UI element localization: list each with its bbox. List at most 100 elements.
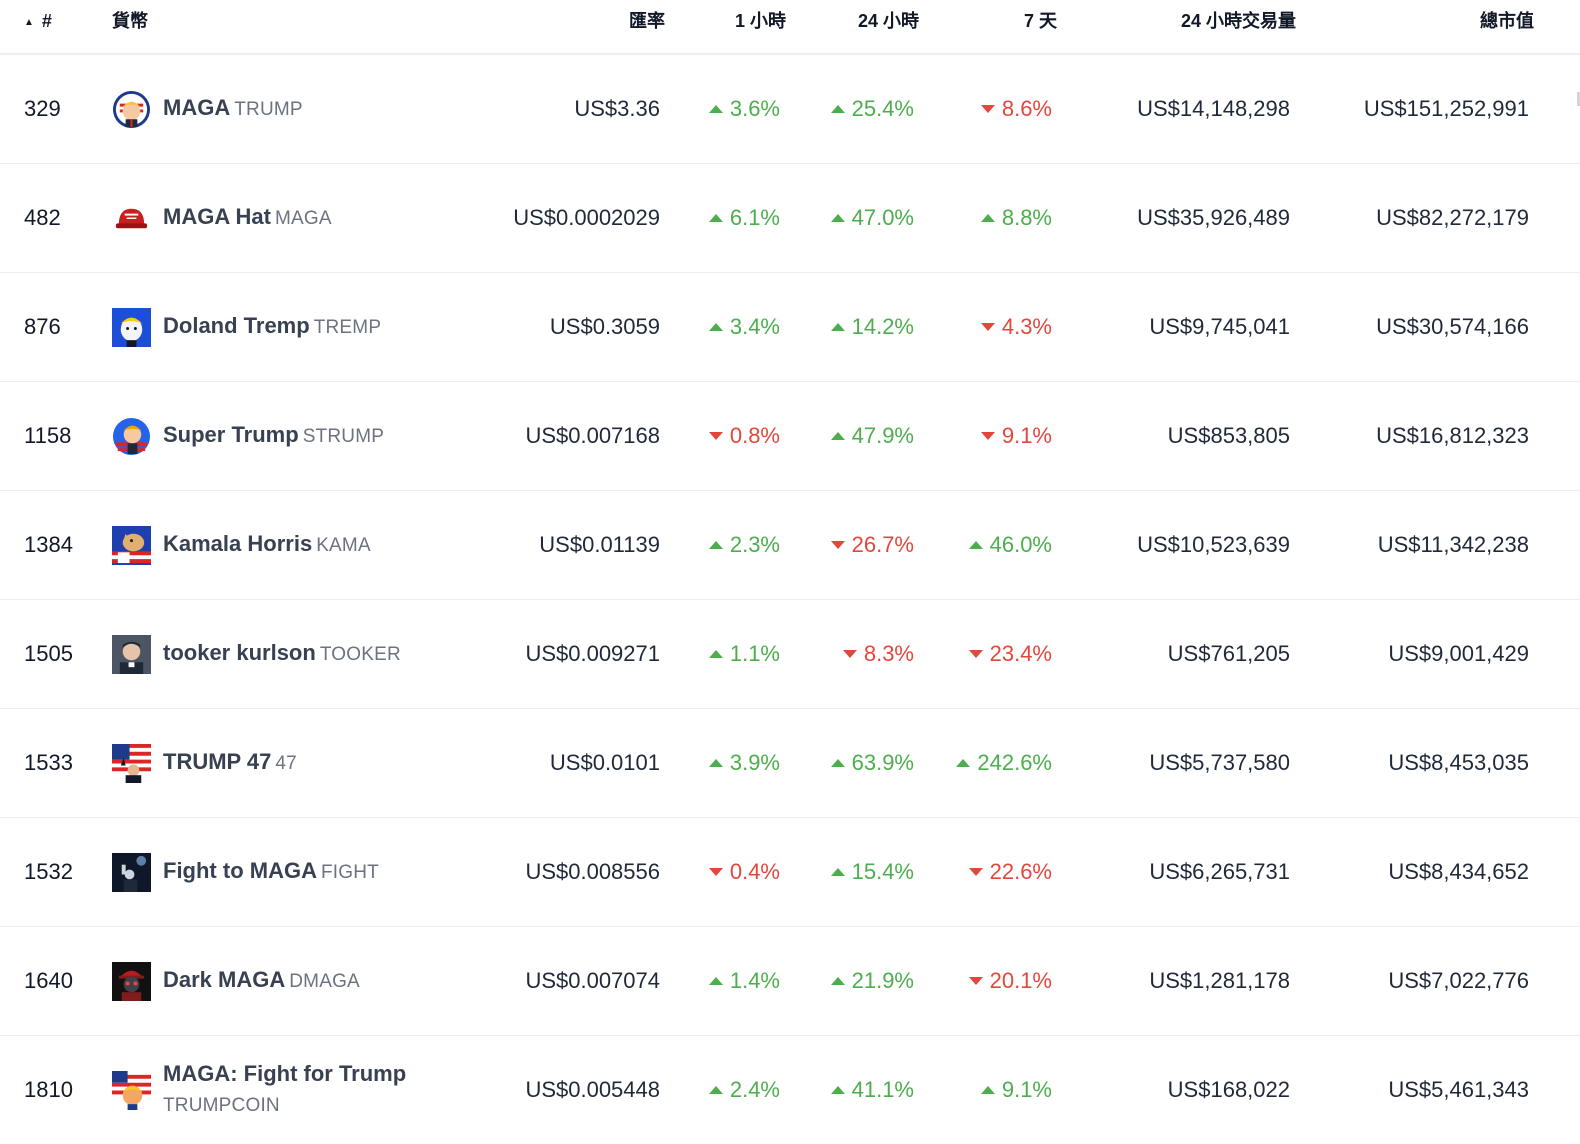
- coin-symbol: TREMP: [313, 317, 382, 338]
- coin-cell[interactable]: TRUMP 47 47: [112, 709, 297, 817]
- coin-name[interactable]: Doland Tremp: [163, 313, 310, 338]
- table-body: 329 MAGA TRUMP US$3.36 3.6% 25.4% 8.6% US…: [0, 55, 1580, 1144]
- coin-title[interactable]: Kamala Horris KAMA: [163, 529, 371, 561]
- coin-logo[interactable]: [112, 90, 151, 129]
- coin-title[interactable]: tooker kurlson TOOKER: [163, 638, 401, 670]
- coin-cell[interactable]: Dark MAGA DMAGA: [112, 927, 360, 1035]
- market-cap: US$7,022,776: [1388, 968, 1529, 993]
- table-row[interactable]: 1533 TRUMP 47 47 US$0.0101 3.9% 63.9% 242…: [0, 709, 1580, 818]
- table-row[interactable]: 1505 tooker kurlson TOOKER US$0.009271 1.…: [0, 600, 1580, 709]
- coin-logo[interactable]: [112, 307, 151, 347]
- table-row[interactable]: 1384 Kamala Horris KAMA US$0.01139 2.3% 2…: [0, 491, 1580, 600]
- coin-symbol: DMAGA: [289, 971, 360, 992]
- change-arrow-icon: [830, 214, 845, 222]
- header-volume[interactable]: 24 小時交易量: [1180, 11, 1296, 31]
- coin-logo[interactable]: [112, 1070, 151, 1110]
- scrollbar-handle[interactable]: [1577, 92, 1580, 106]
- coin-logo[interactable]: [112, 417, 151, 456]
- coin-title[interactable]: Doland Tremp TREMP: [163, 311, 381, 343]
- change-1h-value: 3.4%: [729, 314, 780, 339]
- change-24h-value: 47.9%: [851, 423, 914, 448]
- table-row[interactable]: 1640 Dark MAGA DMAGA US$0.007074 1.4% 21.…: [0, 927, 1580, 1036]
- change-7d-value: 242.6%: [977, 750, 1052, 775]
- table-row[interactable]: 1158 Super Trump STRUMP US$0.007168 0.8% …: [0, 382, 1580, 491]
- change-24h: 63.9%: [800, 709, 914, 817]
- coin-cell[interactable]: MAGA Hat MAGA: [112, 164, 332, 272]
- coin-title[interactable]: MAGA: Fight for Trump TRUMPCOIN: [163, 1059, 406, 1121]
- coin-logo[interactable]: [112, 852, 151, 892]
- header-1h[interactable]: 1 小時: [734, 11, 786, 31]
- header-coin[interactable]: 貨幣: [112, 11, 148, 31]
- coin-logo[interactable]: [112, 634, 151, 674]
- header-24h[interactable]: 24 小時: [857, 11, 919, 31]
- change-arrow-icon: [708, 214, 723, 222]
- table-row[interactable]: 1810 MAGA: Fight for Trump TRUMPCOIN US$0…: [0, 1036, 1580, 1144]
- coin-symbol: FIGHT: [320, 862, 379, 883]
- coin-title[interactable]: Dark MAGA DMAGA: [163, 965, 360, 997]
- change-7d-value: 23.4%: [989, 641, 1052, 666]
- coin-rank: 1532: [24, 859, 73, 884]
- coin-title[interactable]: MAGA Hat MAGA: [163, 202, 332, 234]
- coin-name[interactable]: tooker kurlson: [163, 640, 316, 665]
- coin-title[interactable]: Super Trump STRUMP: [163, 420, 384, 452]
- change-1h-value: 0.8%: [729, 423, 780, 448]
- change-1h-value: 3.6%: [729, 96, 780, 121]
- coin-title[interactable]: Fight to MAGA FIGHT: [163, 856, 379, 888]
- coin-rank: 482: [24, 205, 61, 230]
- coin-name[interactable]: TRUMP 47: [163, 749, 272, 774]
- change-arrow-icon: [968, 868, 983, 876]
- coin-cell[interactable]: tooker kurlson TOOKER: [112, 600, 401, 708]
- coin-logo[interactable]: [112, 743, 151, 783]
- change-7d: 23.4%: [934, 600, 1052, 708]
- volume-24h: US$5,737,580: [1149, 750, 1290, 775]
- coin-logo[interactable]: [112, 525, 151, 565]
- change-24h: 14.2%: [800, 273, 914, 381]
- table-row[interactable]: 329 MAGA TRUMP US$3.36 3.6% 25.4% 8.6% US…: [0, 55, 1580, 164]
- change-arrow-icon: [708, 977, 723, 985]
- coin-cell[interactable]: Fight to MAGA FIGHT: [112, 818, 379, 926]
- coin-symbol: KAMA: [316, 535, 371, 556]
- sort-ascending-icon[interactable]: ▲: [24, 17, 34, 28]
- table-row[interactable]: 876 Doland Tremp TREMP US$0.3059 3.4% 14.…: [0, 273, 1580, 382]
- table-row[interactable]: 1532 Fight to MAGA FIGHT US$0.008556 0.4%…: [0, 818, 1580, 927]
- change-7d: 4.3%: [934, 273, 1052, 381]
- volume-24h: US$761,205: [1167, 641, 1290, 666]
- change-24h: 8.3%: [800, 600, 914, 708]
- market-cap: US$82,272,179: [1376, 205, 1529, 230]
- coin-title[interactable]: TRUMP 47 47: [163, 747, 297, 779]
- header-price[interactable]: 匯率: [629, 11, 665, 31]
- change-arrow-icon: [980, 1086, 995, 1094]
- change-1h-value: 3.9%: [729, 750, 780, 775]
- coin-name[interactable]: Super Trump: [163, 422, 299, 447]
- coin-price: US$0.01139: [539, 532, 660, 557]
- header-7d[interactable]: 7 天: [1023, 11, 1057, 31]
- coin-cell[interactable]: MAGA TRUMP: [112, 55, 303, 163]
- coin-name[interactable]: Kamala Horris: [163, 531, 313, 556]
- change-arrow-icon: [708, 432, 723, 440]
- coin-logo[interactable]: [112, 961, 151, 1001]
- volume-24h: US$853,805: [1167, 423, 1290, 448]
- table-row[interactable]: 482 MAGA Hat MAGA US$0.0002029 6.1% 47.0%…: [0, 164, 1580, 273]
- coin-cell[interactable]: Super Trump STRUMP: [112, 382, 384, 490]
- header-market-cap[interactable]: 總市值: [1480, 11, 1534, 31]
- change-arrow-icon: [708, 105, 723, 113]
- coin-name[interactable]: MAGA: Fight for Trump: [163, 1061, 407, 1086]
- coin-logo[interactable]: [112, 198, 151, 238]
- coin-price: US$0.009271: [525, 641, 660, 666]
- coin-name[interactable]: MAGA Hat: [163, 204, 271, 229]
- coin-name[interactable]: Dark MAGA: [163, 967, 286, 992]
- coin-cell[interactable]: Doland Tremp TREMP: [112, 273, 381, 381]
- coin-title[interactable]: MAGA TRUMP: [163, 93, 303, 125]
- coin-cell[interactable]: MAGA: Fight for Trump TRUMPCOIN: [112, 1036, 406, 1144]
- coin-price: US$0.007074: [525, 968, 660, 993]
- header-rank[interactable]: ▲ #: [24, 11, 52, 31]
- fist-silhouette-icon: [112, 852, 151, 892]
- coin-name[interactable]: MAGA: [163, 95, 231, 120]
- change-7d: 9.1%: [934, 382, 1052, 490]
- coin-cell[interactable]: Kamala Horris KAMA: [112, 491, 371, 599]
- change-7d-value: 8.6%: [1001, 96, 1052, 121]
- change-24h: 47.0%: [800, 164, 914, 272]
- change-arrow-icon: [956, 759, 971, 767]
- coin-name[interactable]: Fight to MAGA: [163, 858, 317, 883]
- change-1h: 6.1%: [680, 164, 780, 272]
